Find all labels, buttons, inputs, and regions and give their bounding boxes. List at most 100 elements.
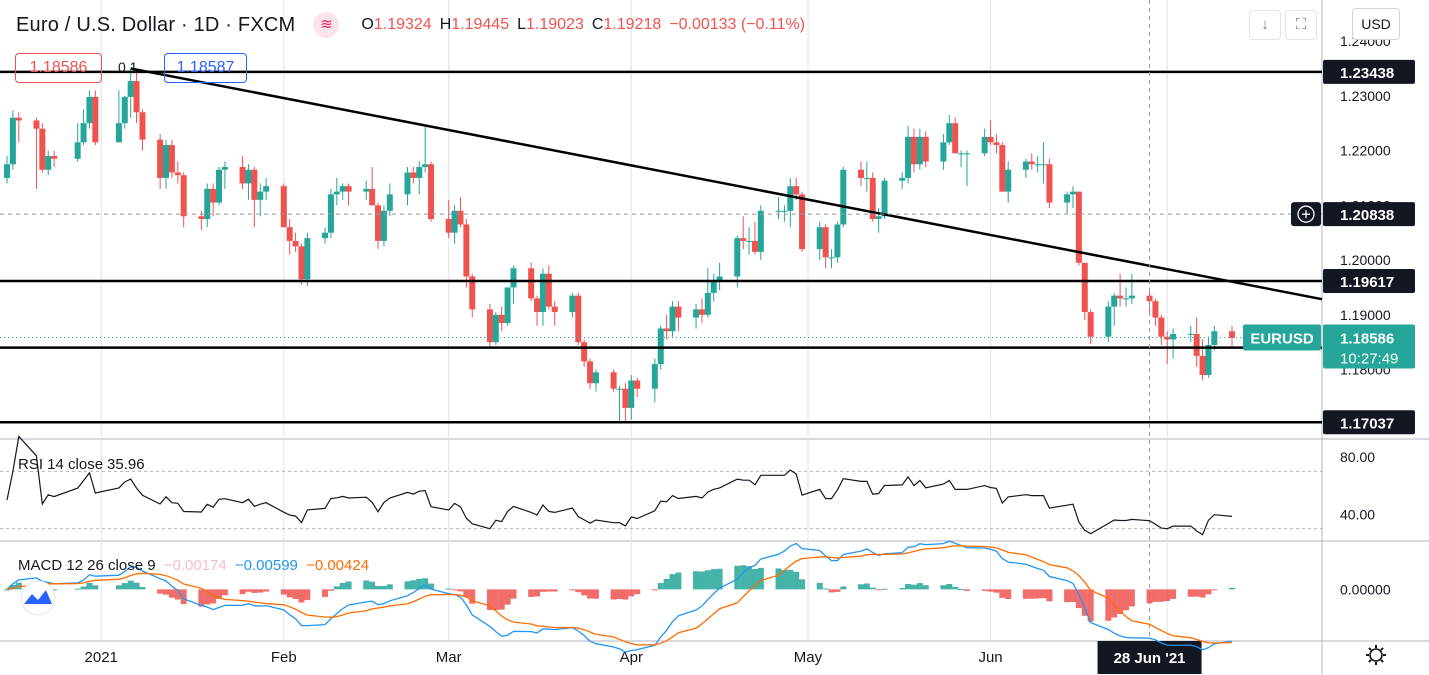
candle-body bbox=[1117, 295, 1124, 299]
candle-body bbox=[115, 123, 122, 143]
macd-histogram-bar bbox=[504, 589, 511, 605]
macd-legend[interactable]: MACD 12 26 close 9 −0.00174 −0.00599 −0.… bbox=[18, 557, 369, 574]
macd-histogram-bar bbox=[575, 589, 582, 593]
macd-histogram-bar bbox=[1040, 589, 1047, 599]
buy-price-button[interactable]: 1.18587 bbox=[164, 53, 247, 83]
candle-body bbox=[1087, 312, 1094, 337]
candle-body bbox=[875, 216, 882, 219]
macd-signal-line bbox=[6, 545, 1233, 646]
macd-histogram-bar bbox=[333, 586, 340, 590]
candle-body bbox=[304, 238, 311, 280]
price-axis-tick: 1.19000 bbox=[1340, 307, 1391, 323]
candle-body bbox=[1069, 191, 1076, 195]
open-value: 1.19324 bbox=[373, 16, 432, 33]
candle-body bbox=[981, 136, 988, 154]
candle-body bbox=[539, 273, 546, 313]
candle-body bbox=[9, 117, 16, 165]
candle-body bbox=[121, 96, 128, 124]
candle-body bbox=[263, 186, 270, 192]
macd-histogram-bar bbox=[180, 589, 187, 605]
macd-histogram-bar bbox=[746, 566, 753, 590]
macd-histogram-bar bbox=[628, 589, 635, 597]
sell-price-button[interactable]: 1.18586 bbox=[15, 53, 102, 83]
tradingview-logo-icon bbox=[20, 580, 56, 616]
candle-body bbox=[669, 306, 676, 332]
candle-body bbox=[710, 281, 717, 293]
macd-histogram-bar bbox=[622, 589, 629, 600]
macd-histogram-bar bbox=[958, 589, 965, 591]
macd-histogram-bar bbox=[239, 589, 246, 595]
logo-circle bbox=[20, 580, 56, 616]
candle-body bbox=[1229, 331, 1235, 338]
crosshair-date-bg bbox=[1097, 641, 1202, 674]
macd-histogram-bar bbox=[1005, 589, 1012, 600]
candle-body bbox=[793, 186, 800, 195]
macd-histogram-bar bbox=[946, 584, 953, 590]
candle-body bbox=[127, 81, 134, 97]
level-price-label-text: 1.17037 bbox=[1340, 415, 1394, 432]
candle-body bbox=[922, 136, 929, 162]
macd-histogram-bar bbox=[1034, 589, 1041, 599]
macd-histogram-bar bbox=[510, 589, 517, 599]
symbol-badge: EURUSD bbox=[1243, 324, 1321, 351]
macd-histogram-bar bbox=[857, 584, 864, 590]
candle-body bbox=[999, 145, 1006, 192]
candle-body bbox=[180, 175, 187, 217]
macd-histogram-bar bbox=[121, 583, 128, 590]
macd-histogram-bar bbox=[581, 589, 588, 596]
candle-body bbox=[775, 210, 782, 212]
candle-body bbox=[740, 238, 747, 241]
macd-histogram-bar bbox=[327, 589, 334, 591]
rsi-axis-tick: 40.00 bbox=[1340, 506, 1375, 522]
candle-body bbox=[704, 292, 711, 315]
time-axis-label: Apr bbox=[620, 649, 643, 666]
macd-histogram-bar bbox=[916, 583, 923, 590]
candle-body bbox=[1128, 295, 1135, 299]
macd-histogram-bar bbox=[740, 565, 747, 590]
level-price-label-text: 1.23438 bbox=[1340, 65, 1394, 82]
down-arrow-icon[interactable]: ↓ bbox=[1249, 10, 1281, 40]
macd-histogram-bar bbox=[1117, 589, 1124, 614]
macd-histogram-bar bbox=[133, 582, 140, 590]
symbol-title[interactable]: Euro / U.S. Dollar · 1D · FXCM bbox=[16, 13, 296, 36]
macd-histogram-bar bbox=[251, 589, 258, 593]
plus-circle-icon bbox=[1291, 202, 1321, 227]
candle-body bbox=[386, 194, 393, 211]
candle-body bbox=[693, 309, 700, 318]
candle-body bbox=[422, 164, 429, 167]
candle-body bbox=[363, 188, 370, 192]
candle-body bbox=[133, 81, 140, 113]
macd-histogram-bar bbox=[422, 578, 429, 590]
macd-histogram-bar bbox=[716, 568, 723, 590]
candle-body bbox=[1081, 262, 1088, 313]
time-axis-label: Mar bbox=[436, 649, 462, 666]
candle-body bbox=[375, 205, 382, 241]
rsi-legend[interactable]: RSI 14 close 35.96 bbox=[18, 456, 145, 473]
candle-body bbox=[280, 186, 287, 228]
settings-icon bbox=[1366, 645, 1386, 665]
currency-button[interactable]: USD bbox=[1352, 8, 1400, 40]
change-value: −0.00133 (−0.11%) bbox=[669, 16, 806, 33]
macd-histogram-bar bbox=[492, 589, 499, 611]
candle-body bbox=[457, 210, 464, 225]
low-value: 1.19023 bbox=[526, 16, 584, 33]
candle-body bbox=[210, 188, 217, 203]
candle-body bbox=[587, 361, 594, 384]
fullscreen-icon[interactable]: ⛶ bbox=[1285, 10, 1317, 40]
gear-ring bbox=[1369, 648, 1383, 662]
candle-body bbox=[333, 191, 340, 195]
candle-body bbox=[45, 156, 52, 170]
candle-body bbox=[716, 276, 723, 282]
macd-histogram-bar bbox=[704, 570, 711, 590]
macd-histogram-bar bbox=[834, 589, 841, 592]
candle-body bbox=[675, 306, 682, 318]
macd-histogram-bar bbox=[204, 589, 211, 605]
candle-body bbox=[634, 380, 641, 389]
last-price-label: 1.18586 10:27:49 bbox=[1323, 324, 1415, 369]
crosshair-date-text: 28 Jun '21 bbox=[1114, 650, 1186, 667]
macd-histogram-bar bbox=[757, 567, 764, 590]
logo-mark bbox=[24, 590, 52, 604]
macd-histogram-bar bbox=[139, 587, 146, 590]
candle-body bbox=[327, 194, 334, 233]
